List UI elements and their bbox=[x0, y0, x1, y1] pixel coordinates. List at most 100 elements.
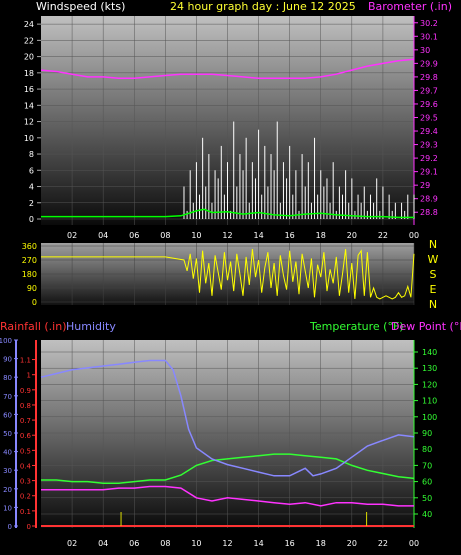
rain-y-tick-label: 0.5 bbox=[20, 447, 31, 455]
direction-line bbox=[41, 249, 415, 300]
wind-y-tick-label: 16 bbox=[24, 85, 34, 94]
temp-y-tick-label: 80 bbox=[422, 445, 432, 454]
hum-y-tick-label: 30 bbox=[3, 467, 12, 475]
dewpoint-line bbox=[41, 485, 414, 507]
wind-x-tick-label: 14 bbox=[253, 231, 263, 240]
gust-line bbox=[41, 208, 414, 219]
temp-y-tick-label: 140 bbox=[422, 348, 437, 357]
wind-y-tick-label: 24 bbox=[24, 20, 34, 29]
baro-y-tick-label: 30.2 bbox=[420, 19, 438, 28]
dewpoint-axis-title: Dew Point (°F) bbox=[391, 320, 461, 333]
wind-y-tick-label: 10 bbox=[24, 134, 34, 143]
wind-x-tick-label: 22 bbox=[378, 231, 388, 240]
wind-x-tick-label: 06 bbox=[129, 231, 139, 240]
compass-label: W bbox=[428, 253, 439, 266]
bottom-x-tick-label: 00 bbox=[409, 539, 419, 548]
hum-y-tick-label: 70 bbox=[3, 393, 12, 401]
barometer-axis-title: Barometer (.in) bbox=[368, 0, 452, 13]
wind-y-tick-label: 2 bbox=[29, 199, 34, 208]
humidity-line bbox=[40, 359, 415, 477]
bottom-x-tick-label: 18 bbox=[316, 539, 326, 548]
rain-y-tick-label: 0.7 bbox=[20, 417, 31, 425]
wind-y-tick-label: 22 bbox=[24, 36, 34, 45]
hum-y-tick-label: 50 bbox=[3, 430, 12, 438]
temp-y-tick-label: 110 bbox=[422, 397, 437, 406]
rain-y-tick-label: 0.2 bbox=[20, 493, 31, 501]
hum-y-tick-label: 60 bbox=[3, 411, 12, 419]
temperature-line bbox=[41, 453, 415, 484]
rain-y-tick-label: 1 bbox=[27, 372, 31, 380]
bottom-panel-axes: 4050607080901001101201301400102030405060… bbox=[0, 337, 437, 531]
baro-y-tick-label: 28.9 bbox=[420, 195, 438, 204]
hum-y-tick-label: 100 bbox=[0, 337, 12, 345]
temp-y-tick-label: 90 bbox=[422, 429, 432, 438]
compass-label: N bbox=[429, 238, 437, 251]
wind-x-tick-label: 08 bbox=[160, 231, 170, 240]
direction-panel-grid bbox=[41, 243, 415, 305]
temp-y-tick-label: 100 bbox=[422, 413, 437, 422]
temp-y-tick-label: 70 bbox=[422, 461, 432, 470]
bottom-x-tick-label: 02 bbox=[67, 539, 77, 548]
rain-y-tick-label: 0.6 bbox=[20, 432, 32, 440]
bottom-x-tick-label: 08 bbox=[160, 539, 170, 548]
hum-y-tick-label: 20 bbox=[3, 486, 12, 494]
hum-y-tick-label: 10 bbox=[3, 504, 12, 512]
temp-y-tick-label: 60 bbox=[422, 478, 432, 487]
barometer-y-axis: 28.8 28.9 29 29.1 29.2 29.3 29.4 29.5 29.6 29.7 29… bbox=[413, 16, 438, 225]
wind-y-tick-label: 6 bbox=[29, 166, 34, 175]
wind-x-tick-label: 18 bbox=[316, 231, 326, 240]
barometer-line bbox=[40, 58, 415, 80]
hum-y-tick-label: 40 bbox=[3, 449, 12, 457]
temp-y-tick-label: 130 bbox=[422, 364, 437, 373]
humidity-axis-title: Humidity bbox=[66, 320, 116, 333]
baro-y-tick-label: 29.6 bbox=[420, 100, 438, 109]
bottom-x-tick-label: 06 bbox=[129, 539, 139, 548]
wind-y-tick-label: 12 bbox=[24, 118, 34, 127]
baro-y-tick-label: 30.1 bbox=[420, 32, 438, 41]
baro-y-tick-label: 29.4 bbox=[420, 127, 438, 136]
dir-y-tick-label: 0 bbox=[32, 298, 37, 307]
rain-y-tick-label: 1.1 bbox=[20, 357, 31, 365]
baro-y-tick-label: 29.7 bbox=[420, 86, 438, 95]
rain-y-tick-label: 0.4 bbox=[20, 462, 32, 470]
temp-y-tick-label: 40 bbox=[422, 510, 432, 519]
rain-y-tick-label: 0.1 bbox=[20, 508, 31, 516]
compass-label: S bbox=[430, 268, 437, 281]
dir-y-tick-label: 270 bbox=[22, 256, 37, 265]
wind-x-tick-label: 10 bbox=[191, 231, 201, 240]
wind-x-tick-label: 00 bbox=[409, 231, 419, 240]
rain-y-tick-label: 0.8 bbox=[20, 402, 31, 410]
wind-y-tick-label: 4 bbox=[29, 183, 34, 192]
wind-y-tick-label: 14 bbox=[24, 101, 34, 110]
baro-y-tick-label: 29.5 bbox=[420, 114, 438, 123]
temperature-axis-title: Temperature (°F) bbox=[309, 320, 404, 333]
bottom-x-tick-label: 16 bbox=[285, 539, 295, 548]
rain-y-tick-label: 0.3 bbox=[20, 478, 31, 486]
compass-label: E bbox=[430, 283, 437, 296]
rain-y-tick-label: 0 bbox=[27, 523, 31, 531]
wind-y-tick-label: 20 bbox=[24, 53, 34, 62]
compass-label: N bbox=[429, 298, 437, 311]
wind-x-tick-label: 04 bbox=[98, 231, 108, 240]
temp-y-tick-label: 120 bbox=[422, 380, 437, 389]
baro-y-tick-label: 29.8 bbox=[420, 73, 438, 82]
baro-y-tick-label: 29.1 bbox=[420, 168, 438, 177]
baro-y-tick-label: 29.9 bbox=[420, 59, 438, 68]
direction-series bbox=[41, 249, 415, 300]
bottom-x-tick-label: 22 bbox=[378, 539, 388, 548]
direction-y-axis: 0 90 180 270 360 bbox=[22, 242, 37, 307]
windspeed-axis-title: Windspeed (kts) bbox=[36, 0, 125, 13]
chart-title: 24 hour graph day : June 12 2025 bbox=[170, 0, 356, 13]
wind-panel-x-axis: 02 04 06 08 10 12 14 16 18 20 22 00 bbox=[67, 231, 419, 240]
dir-y-tick-label: 90 bbox=[27, 284, 37, 293]
bottom-x-tick-label: 20 bbox=[347, 539, 357, 548]
wind-y-tick-label: 8 bbox=[29, 150, 34, 159]
hum-y-tick-label: 0 bbox=[8, 523, 12, 531]
bottom-x-tick-label: 04 bbox=[98, 539, 108, 548]
baro-y-tick-label: 28.8 bbox=[420, 208, 438, 217]
dir-y-tick-label: 360 bbox=[22, 242, 37, 251]
wind-y-tick-label: 0 bbox=[29, 215, 34, 224]
